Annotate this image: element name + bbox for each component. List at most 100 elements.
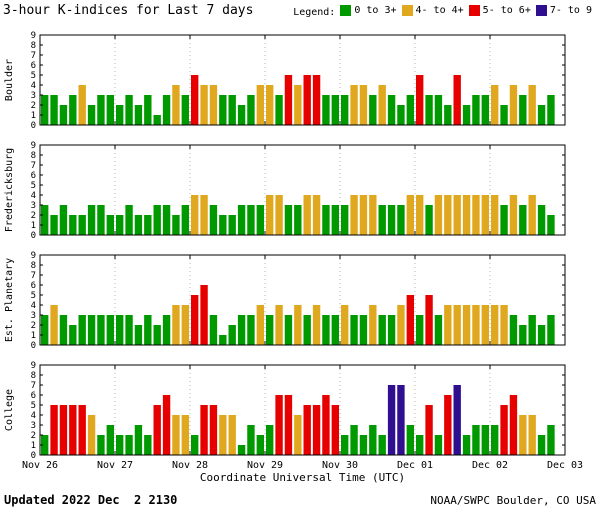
- k-bar: [284, 75, 293, 125]
- y-tick-label: 7: [31, 51, 36, 61]
- k-bar: [266, 195, 274, 235]
- k-bar: [500, 205, 508, 235]
- legend: Legend: 0 to 3+ 4- to 4+ 5- to 6+ 7- to 9: [293, 3, 597, 19]
- k-bar: [462, 105, 471, 125]
- y-tick-label: 9: [31, 251, 36, 261]
- y-tick-label: 7: [31, 381, 36, 391]
- k-bar: [181, 305, 190, 345]
- k-bar: [425, 205, 433, 235]
- k-bar: [462, 435, 471, 455]
- k-bar: [444, 395, 452, 455]
- y-tick-label: 4: [31, 191, 36, 201]
- k-bar: [537, 205, 546, 235]
- y-tick-label: 6: [31, 391, 36, 401]
- k-bar: [350, 195, 358, 235]
- k-bar: [59, 105, 68, 125]
- y-tick-label: 1: [31, 441, 36, 451]
- k-bar: [537, 105, 546, 125]
- y-tick-label: 9: [31, 361, 36, 371]
- y-tick-label: 9: [31, 31, 36, 41]
- k-bar: [294, 415, 302, 455]
- y-tick-label: 1: [31, 111, 36, 121]
- k-bar: [369, 305, 377, 345]
- k-bar: [228, 325, 236, 345]
- x-tick-label: Dec 02: [472, 460, 508, 471]
- k-bar: [481, 425, 490, 455]
- k-bar: [125, 95, 133, 125]
- k-bar: [87, 415, 96, 455]
- k-bar: [481, 95, 490, 125]
- legend-label: Legend:: [293, 6, 336, 18]
- k-bar: [434, 95, 443, 125]
- legend-item: 7- to 9: [535, 5, 592, 16]
- k-bar: [153, 405, 161, 455]
- k-bar: [528, 415, 536, 455]
- y-tick-label: 5: [31, 401, 36, 411]
- k-bar: [125, 435, 133, 455]
- k-bar: [69, 215, 77, 235]
- y-tick-label: 5: [31, 71, 36, 81]
- k-bar: [116, 435, 124, 455]
- k-bar: [547, 95, 555, 125]
- k-bar: [331, 95, 340, 125]
- k-bar: [247, 205, 255, 235]
- y-tick-label: 4: [31, 81, 36, 91]
- k-bar: [312, 75, 321, 125]
- y-tick-label: 5: [31, 181, 36, 191]
- k-bar: [341, 435, 349, 455]
- k-bar: [78, 405, 86, 455]
- k-bar: [537, 325, 546, 345]
- k-bar: [481, 305, 490, 345]
- k-bar: [256, 205, 265, 235]
- k-bar: [444, 105, 452, 125]
- k-bar: [275, 395, 283, 455]
- k-bar: [378, 205, 386, 235]
- k-bar: [406, 425, 415, 455]
- k-bar: [481, 195, 490, 235]
- k-bar: [181, 95, 190, 125]
- k-bar: [219, 415, 227, 455]
- station-label: Est. Planetary: [4, 258, 15, 342]
- k-bar: [425, 95, 433, 125]
- k-bar: [322, 395, 330, 455]
- k-bar: [191, 295, 199, 345]
- x-tick-label: Nov 26: [22, 460, 58, 471]
- footer: Updated 2022 Dec 2 2130 NOAA/SWPC Boulde…: [4, 493, 596, 507]
- legend-item: 5- to 6+: [468, 5, 531, 16]
- k-bar: [69, 325, 77, 345]
- k-bar: [369, 95, 377, 125]
- y-tick-label: 6: [31, 61, 36, 71]
- k-bar: [228, 95, 236, 125]
- k-bar: [209, 405, 218, 455]
- x-tick-label: Dec 01: [397, 460, 433, 471]
- k-bar: [387, 315, 396, 345]
- y-tick-label: 8: [31, 41, 36, 51]
- k-bar: [359, 435, 368, 455]
- k-bar: [322, 95, 330, 125]
- k-bar: [453, 385, 461, 455]
- k-bar: [369, 195, 377, 235]
- k-bar: [303, 315, 311, 345]
- station-label: College: [4, 389, 15, 431]
- k-bar: [50, 215, 58, 235]
- k-bar: [312, 195, 321, 235]
- source-text: NOAA/SWPC Boulder, CO USA: [430, 494, 596, 507]
- k-bar: [162, 95, 171, 125]
- k-bar: [359, 195, 368, 235]
- k-bar: [247, 95, 255, 125]
- k-bar: [116, 105, 124, 125]
- k-bar: [359, 85, 368, 125]
- k-bar: [519, 325, 527, 345]
- k-bar: [256, 435, 265, 455]
- k-bar: [125, 205, 133, 235]
- k-bar: [162, 205, 171, 235]
- k-bar: [78, 215, 86, 235]
- k-bar: [509, 195, 518, 235]
- k-bar: [134, 215, 143, 235]
- k-bar: [209, 205, 218, 235]
- y-tick-label: 0: [31, 451, 36, 461]
- k-bar: [191, 75, 199, 125]
- k-bar: [78, 315, 86, 345]
- y-tick-label: 6: [31, 171, 36, 181]
